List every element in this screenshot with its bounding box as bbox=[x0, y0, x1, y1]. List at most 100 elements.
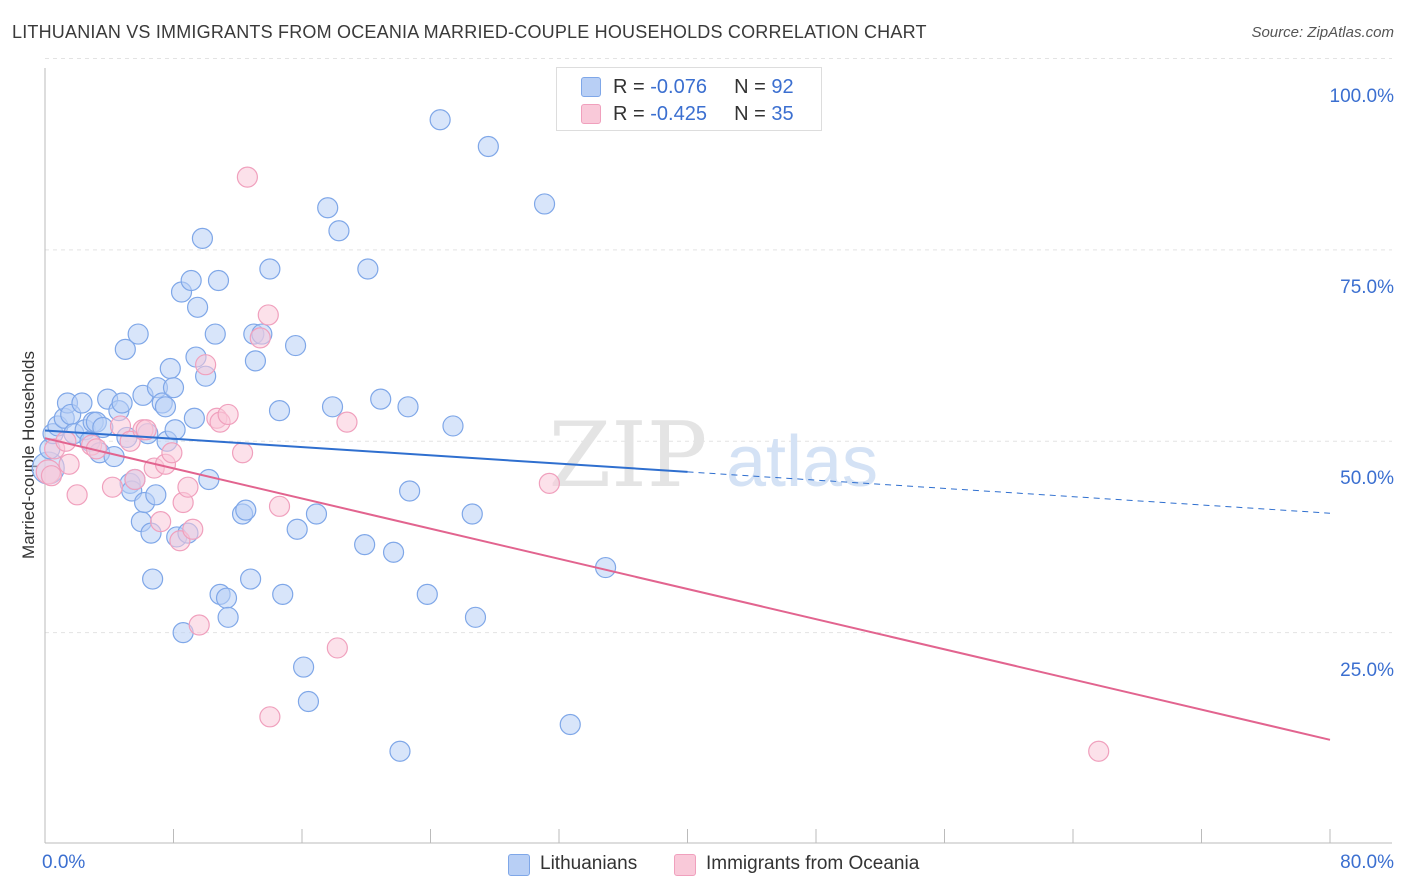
point-lithuanians bbox=[240, 568, 262, 590]
point-lithuanians bbox=[284, 334, 307, 357]
point-oceania bbox=[58, 453, 80, 475]
point-lithuanians bbox=[235, 499, 257, 521]
watermark-zip: ZIP bbox=[549, 403, 708, 508]
point-lithuanians bbox=[259, 258, 281, 280]
point-lithuanians bbox=[180, 269, 202, 292]
point-lithuanians bbox=[357, 258, 379, 280]
point-oceania bbox=[236, 166, 258, 188]
point-lithuanians bbox=[154, 396, 177, 418]
data-points bbox=[31, 109, 1110, 762]
x-tick-min: 0.0% bbox=[42, 852, 86, 873]
point-lithuanians bbox=[286, 518, 308, 540]
n-value: 92 bbox=[771, 76, 794, 98]
point-lithuanians bbox=[317, 197, 339, 219]
x-tick-max: 80.0% bbox=[1340, 852, 1394, 873]
point-oceania bbox=[177, 476, 199, 498]
point-lithuanians bbox=[268, 400, 291, 422]
point-oceania bbox=[1088, 740, 1110, 762]
chart-title: LITHUANIAN VS IMMIGRANTS FROM OCEANIA MA… bbox=[12, 22, 927, 42]
point-oceania bbox=[249, 327, 271, 349]
n-label: N = bbox=[734, 76, 772, 98]
point-lithuanians bbox=[127, 323, 149, 345]
point-lithuanians bbox=[217, 606, 239, 628]
point-lithuanians bbox=[207, 269, 230, 292]
point-lithuanians bbox=[461, 503, 483, 525]
correlation-legend: R = -0.076 N = 92 R = -0.425 N = 35 bbox=[556, 67, 822, 131]
legend-label-oceania: Immigrants from Oceania bbox=[706, 853, 920, 874]
n-value: 35 bbox=[771, 103, 794, 125]
point-lithuanians bbox=[162, 377, 185, 399]
point-oceania bbox=[336, 411, 358, 433]
watermark: ZIP atlas bbox=[549, 403, 878, 508]
point-lithuanians bbox=[145, 484, 167, 506]
point-lithuanians bbox=[442, 415, 464, 437]
point-oceania bbox=[135, 419, 157, 441]
point-oceania bbox=[257, 304, 279, 326]
point-lithuanians bbox=[215, 587, 238, 609]
point-lithuanians bbox=[204, 323, 226, 345]
r-value: -0.076 bbox=[650, 76, 707, 98]
point-lithuanians bbox=[389, 740, 411, 762]
point-oceania bbox=[66, 484, 88, 506]
point-lithuanians bbox=[186, 296, 209, 318]
point-lithuanians bbox=[382, 541, 405, 563]
point-lithuanians bbox=[533, 193, 556, 215]
y-tick-25: 25.0% bbox=[1340, 660, 1394, 681]
point-lithuanians bbox=[559, 713, 581, 736]
gridlines bbox=[45, 58, 1392, 634]
point-lithuanians bbox=[399, 480, 421, 502]
point-lithuanians bbox=[305, 503, 328, 525]
point-oceania bbox=[188, 614, 210, 636]
point-oceania bbox=[101, 476, 124, 498]
point-lithuanians bbox=[164, 419, 186, 441]
point-oceania bbox=[150, 511, 172, 533]
point-lithuanians bbox=[142, 568, 164, 590]
point-oceania bbox=[182, 518, 204, 540]
point-lithuanians bbox=[328, 220, 350, 242]
r-label: R = bbox=[613, 103, 651, 125]
point-oceania bbox=[268, 495, 291, 517]
point-lithuanians bbox=[416, 583, 438, 605]
point-lithuanians bbox=[71, 392, 93, 414]
point-lithuanians bbox=[354, 533, 376, 556]
y-tick-100: 100.0% bbox=[1329, 86, 1394, 107]
point-oceania bbox=[40, 465, 63, 487]
point-lithuanians bbox=[464, 606, 487, 628]
trend-lines bbox=[44, 429, 1331, 741]
point-lithuanians bbox=[114, 338, 136, 360]
point-lithuanians bbox=[293, 656, 315, 678]
point-oceania bbox=[231, 442, 254, 464]
r-label: R = bbox=[613, 76, 651, 98]
point-oceania bbox=[124, 468, 146, 491]
point-oceania bbox=[326, 637, 348, 659]
point-lithuanians bbox=[183, 407, 205, 429]
point-oceania bbox=[161, 442, 183, 464]
trend-line-lithuanians bbox=[44, 429, 688, 473]
legend-swatch-oceania bbox=[581, 104, 601, 124]
point-lithuanians bbox=[191, 227, 214, 249]
point-oceania bbox=[259, 706, 281, 728]
source-credit: Source: ZipAtlas.com bbox=[1251, 24, 1394, 41]
watermark-atlas: atlas bbox=[726, 422, 878, 502]
legend-swatch-oceania bbox=[674, 854, 696, 876]
point-lithuanians bbox=[198, 468, 220, 491]
r-value: -0.425 bbox=[650, 103, 707, 125]
point-oceania bbox=[195, 354, 217, 376]
point-lithuanians bbox=[477, 135, 499, 158]
point-lithuanians bbox=[244, 350, 267, 372]
y-tick-50: 50.0% bbox=[1340, 468, 1394, 489]
point-lithuanians bbox=[111, 392, 133, 414]
trend-line-lithuanians-extension bbox=[687, 471, 1331, 514]
point-oceania bbox=[538, 472, 560, 494]
point-lithuanians bbox=[297, 690, 320, 713]
legend-label-lithuanians: Lithuanians bbox=[540, 853, 638, 874]
n-label: N = bbox=[734, 103, 772, 125]
trend-line-oceania bbox=[44, 437, 1331, 741]
point-lithuanians bbox=[321, 396, 344, 418]
point-lithuanians bbox=[429, 109, 451, 131]
legend-swatch-lithuanians bbox=[508, 854, 530, 876]
point-lithuanians bbox=[159, 357, 181, 380]
point-lithuanians bbox=[272, 583, 294, 605]
legend-swatch-lithuanians bbox=[581, 77, 601, 97]
